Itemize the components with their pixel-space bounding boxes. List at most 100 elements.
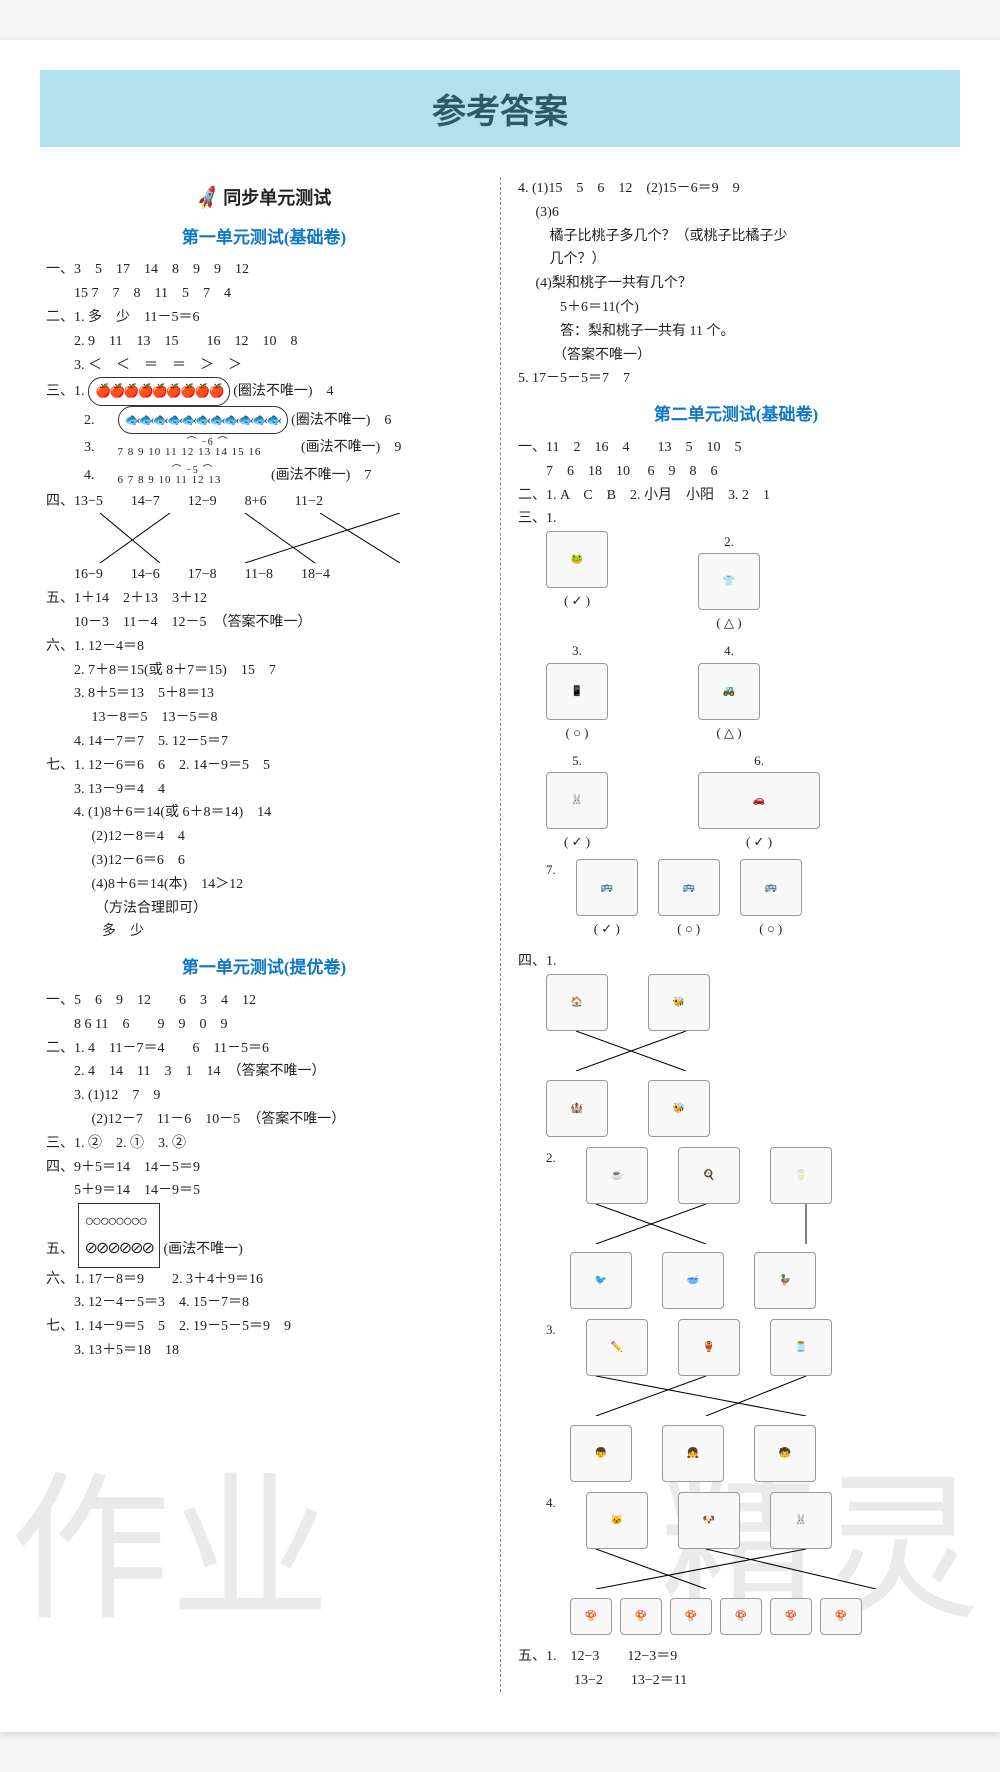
- a3: 三、1. ② 2. ① 3. ②: [40, 1132, 488, 1156]
- mark-2: ( △ ): [716, 612, 741, 634]
- a2-3a: 3. (1)12 7 9: [40, 1084, 488, 1108]
- mark-4: ( △ ): [716, 722, 741, 744]
- q3-1: 三、1. 🍎🍎🍎🍎🍎🍎🍎🍎🍎 (圈法不唯一) 4: [40, 377, 488, 405]
- bird-icon: 🐦: [570, 1252, 632, 1309]
- section-header: 🚀同步单元测试: [40, 183, 488, 214]
- q2-3: 3. ＜ ＜ ＝ ＝ ＞ ＞: [40, 354, 488, 378]
- icon-bus3: 🚌 ( ○ ): [740, 859, 802, 940]
- q7-4a: 4. (1)8＋6＝14(或 6＋8＝14) 14: [40, 801, 488, 825]
- a2-3b: (2)12－7 11－6 10－5 （答案不唯一）: [40, 1108, 488, 1132]
- q3-3-label: 3.: [84, 436, 114, 460]
- num5-label: 5.: [572, 750, 582, 772]
- num3-label: 3.: [572, 640, 582, 662]
- icon-remote: 3. 📱 ( ○ ): [546, 640, 608, 743]
- num6-label: 6.: [754, 750, 764, 772]
- icon-bus2: 🚌 ( ○ ): [658, 859, 720, 940]
- boy-icon: 👦: [570, 1425, 632, 1482]
- fish-row: 🐟🐟🐟🐟🐟🐟🐟🐟🐟🐟🐟: [118, 406, 288, 434]
- pan-icon: 🍳: [678, 1147, 740, 1204]
- mark-1: ( ✓ ): [564, 590, 590, 612]
- q6-2: 2. 7＋8＝15(或 8＋7＝15) 15 7: [40, 659, 488, 683]
- duck-icon: 🦆: [754, 1252, 816, 1309]
- left-column: 🚀同步单元测试 第一单元测试(基础卷) 一、3 5 17 14 8 9 9 12…: [40, 177, 488, 1692]
- bus2-icon: 🚌: [658, 859, 720, 916]
- mark-7b: ( ○ ): [677, 918, 700, 940]
- r3-lead: 三、1.: [512, 507, 960, 531]
- title-bar: 参考答案: [40, 70, 960, 147]
- numberline-4: ⌒ −5 ⌒ 6 7 8 9 10 11 12 13: [118, 462, 268, 490]
- mark-6: ( ✓ ): [746, 831, 772, 853]
- tank-icon: 🚜: [698, 663, 760, 720]
- q4-top: 四、13−5 14−7 12−9 8+6 11−2: [40, 490, 488, 514]
- house-icon: 🏠: [546, 974, 608, 1031]
- cup-icon: ☕: [586, 1147, 648, 1204]
- a7-1: 七、1. 14－9＝5 5 2. 19－5－5＝9 9: [40, 1315, 488, 1339]
- r1-l2: 7 6 18 10 6 9 8 6: [512, 460, 960, 484]
- q7-4d: (4)8＋6＝14(本) 14＞12: [40, 873, 488, 897]
- a2-2: 2. 4 14 11 3 1 14 （答案不唯一）: [40, 1060, 488, 1084]
- r4-3b: 几个？）: [512, 248, 960, 272]
- rocket-icon: 🚀: [192, 180, 224, 216]
- circles-bot: ⊘⊘⊘⊘⊘⊘: [85, 1235, 153, 1262]
- a7-3: 3. 13＋5＝18 18: [40, 1339, 488, 1363]
- icon-frog: 🐸 ( ✓ ): [546, 531, 608, 634]
- a5-note: (画法不唯一): [163, 1242, 242, 1257]
- mark-7c: ( ○ ): [759, 918, 782, 940]
- a6-1: 六、1. 17－8＝9 2. 3＋4＋9＝16: [40, 1268, 488, 1292]
- jar-icon: 🫙: [770, 1319, 832, 1376]
- q4-bottom: 16−9 14−6 17−8 11−8 18−4: [40, 563, 488, 587]
- apple-row-1: 🍎🍎🍎🍎🍎🍎🍎🍎🍎: [88, 377, 230, 405]
- mushroom-icon-2: 🍄: [620, 1598, 662, 1635]
- num7-label: 7.: [546, 859, 556, 940]
- a4b: 5＋9＝14 14－9＝5: [40, 1179, 488, 1203]
- num4-label: 4.: [724, 640, 734, 662]
- r4-7: （答案不唯一）: [512, 344, 960, 368]
- r4-6: 答：梨和桃子一共有 11 个。: [512, 320, 960, 344]
- pencils-icon: ✏️: [586, 1319, 648, 1376]
- num-r42: 2.: [546, 1147, 556, 1204]
- cross-3: [546, 1376, 846, 1416]
- r5-2: 13−2 13−2＝11: [512, 1669, 960, 1693]
- bunny-icon: 🐰: [546, 772, 608, 829]
- q6-3: 3. 8＋5＝13 5＋8＝13: [40, 682, 488, 706]
- match-blocks: 🏠 🐝 🏰 🐝 2. ☕ 🍳 🥛: [512, 974, 960, 1635]
- a5-lead: 五、: [46, 1242, 74, 1257]
- q3-3: 3. ⌒ −6 ⌒ 7 8 9 10 11 12 13 14 15 16 (画法…: [40, 434, 488, 462]
- q5-2: 10－3 11－4 12－5 （答案不唯一）: [40, 611, 488, 635]
- castle-icon: 🏰: [546, 1080, 608, 1137]
- hive-icon: 🐝: [648, 1080, 710, 1137]
- unit1-adv-title: 第一单元测试(提优卷): [40, 954, 488, 983]
- clothes-icon: 👕: [698, 553, 760, 610]
- mushroom-icon: 🍄: [570, 1598, 612, 1635]
- cross-1: [546, 1031, 746, 1071]
- dog-icon: 🐶: [678, 1492, 740, 1549]
- q3-3-note: (画法不唯一) 9: [301, 440, 401, 455]
- q6-1: 六、1. 12－4＝8: [40, 635, 488, 659]
- mark-3: ( ○ ): [565, 722, 588, 744]
- q1-line2: 15 7 7 8 11 5 7 4: [40, 282, 488, 306]
- r4-3: 橘子比桃子多几个？（或桃子比橘子少: [512, 225, 960, 249]
- icon-bunny: 5. 🐰 ( ✓ ): [546, 750, 608, 853]
- r4-4: (4)梨和桃子一共有几个？: [512, 272, 960, 296]
- car-icon: 🚗: [698, 772, 820, 829]
- a1-l1: 一、5 6 9 12 6 3 4 12: [40, 989, 488, 1013]
- q3-2-note: (圈法不唯一) 6: [291, 413, 391, 428]
- icon-grid: 🐸 ( ✓ ) 2. 👕 ( △ ) 3. 📱 ( ○ ): [512, 531, 960, 940]
- remote-icon: 📱: [546, 663, 608, 720]
- num-r44: 4.: [546, 1492, 556, 1549]
- mark-7a: ( ✓ ): [594, 918, 620, 940]
- icon-bus1: 🚌 ( ✓ ): [576, 859, 638, 940]
- a1-l2: 8 6 11 6 9 9 0 9: [40, 1013, 488, 1037]
- q3-4-note: (画法不唯一) 7: [271, 468, 371, 483]
- right-column: 4. (1)15 5 6 12 (2)15－6＝9 9 (3)6 橘子比桃子多几…: [512, 177, 960, 1692]
- q7-4c: (3)12－6＝6 6: [40, 849, 488, 873]
- q3-lead: 三、1.: [46, 384, 85, 399]
- q3-2: 2. 🐟🐟🐟🐟🐟🐟🐟🐟🐟🐟🐟 (圈法不唯一) 6: [40, 406, 488, 434]
- icon-shirt: 2. 👕 ( △ ): [698, 531, 760, 634]
- icon-car: 6. 🚗 ( ✓ ): [698, 750, 820, 853]
- numberline-3: ⌒ −6 ⌒ 7 8 9 10 11 12 13 14 15 16: [118, 434, 298, 462]
- page-title: 参考答案: [40, 84, 960, 133]
- q3-1-note: (圈法不唯一) 4: [233, 384, 333, 399]
- mushroom-icon-4: 🍄: [720, 1598, 762, 1635]
- r4-lead: 四、1.: [512, 950, 960, 974]
